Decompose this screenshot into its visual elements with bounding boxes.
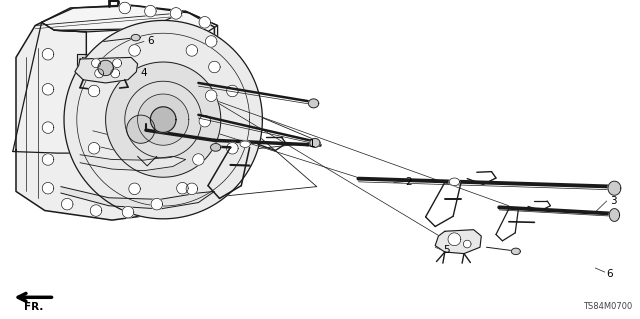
Polygon shape [227, 143, 238, 154]
Polygon shape [16, 6, 214, 220]
Polygon shape [42, 5, 218, 33]
Polygon shape [119, 2, 131, 14]
Text: FR.: FR. [24, 302, 43, 312]
Polygon shape [308, 99, 319, 108]
Polygon shape [150, 107, 176, 132]
Polygon shape [609, 209, 620, 221]
Polygon shape [151, 198, 163, 210]
Polygon shape [463, 240, 471, 248]
Text: 4: 4 [140, 68, 147, 78]
Polygon shape [127, 115, 155, 143]
Polygon shape [129, 183, 140, 195]
Polygon shape [42, 84, 54, 95]
Polygon shape [88, 143, 100, 154]
Polygon shape [186, 183, 198, 195]
Text: 6: 6 [148, 35, 154, 46]
Polygon shape [186, 45, 198, 56]
Polygon shape [435, 230, 481, 254]
Polygon shape [54, 11, 218, 188]
Polygon shape [75, 57, 138, 83]
Polygon shape [193, 154, 204, 165]
Polygon shape [106, 62, 221, 177]
Polygon shape [511, 248, 520, 255]
Polygon shape [61, 187, 214, 209]
Polygon shape [90, 205, 102, 216]
Polygon shape [240, 141, 250, 147]
Polygon shape [61, 198, 73, 210]
Polygon shape [145, 5, 156, 17]
Text: 1: 1 [309, 139, 316, 149]
Polygon shape [88, 85, 100, 97]
Polygon shape [92, 59, 100, 68]
Polygon shape [42, 122, 54, 133]
Polygon shape [80, 155, 186, 171]
Polygon shape [64, 20, 262, 219]
Polygon shape [199, 115, 211, 127]
Polygon shape [170, 8, 182, 19]
Polygon shape [205, 90, 217, 101]
Polygon shape [95, 69, 104, 78]
Polygon shape [129, 45, 140, 56]
Polygon shape [42, 48, 54, 60]
Polygon shape [113, 59, 122, 68]
Polygon shape [122, 206, 134, 218]
Polygon shape [77, 54, 134, 102]
Polygon shape [209, 61, 220, 73]
Polygon shape [13, 22, 86, 153]
Polygon shape [205, 36, 217, 47]
Polygon shape [42, 154, 54, 165]
Polygon shape [199, 17, 211, 28]
Polygon shape [111, 69, 120, 78]
Text: 3: 3 [610, 196, 616, 206]
Text: 6: 6 [607, 269, 613, 279]
Polygon shape [608, 181, 621, 195]
Text: 2: 2 [405, 177, 412, 187]
Polygon shape [310, 138, 320, 147]
Polygon shape [449, 178, 460, 186]
Polygon shape [42, 182, 54, 194]
Polygon shape [138, 94, 189, 145]
Polygon shape [227, 85, 238, 97]
Text: TS84M0700: TS84M0700 [583, 302, 632, 311]
Polygon shape [177, 182, 188, 194]
Polygon shape [211, 144, 221, 151]
Polygon shape [448, 233, 461, 246]
Polygon shape [131, 34, 140, 41]
Text: 5: 5 [444, 245, 450, 256]
Polygon shape [98, 60, 113, 76]
